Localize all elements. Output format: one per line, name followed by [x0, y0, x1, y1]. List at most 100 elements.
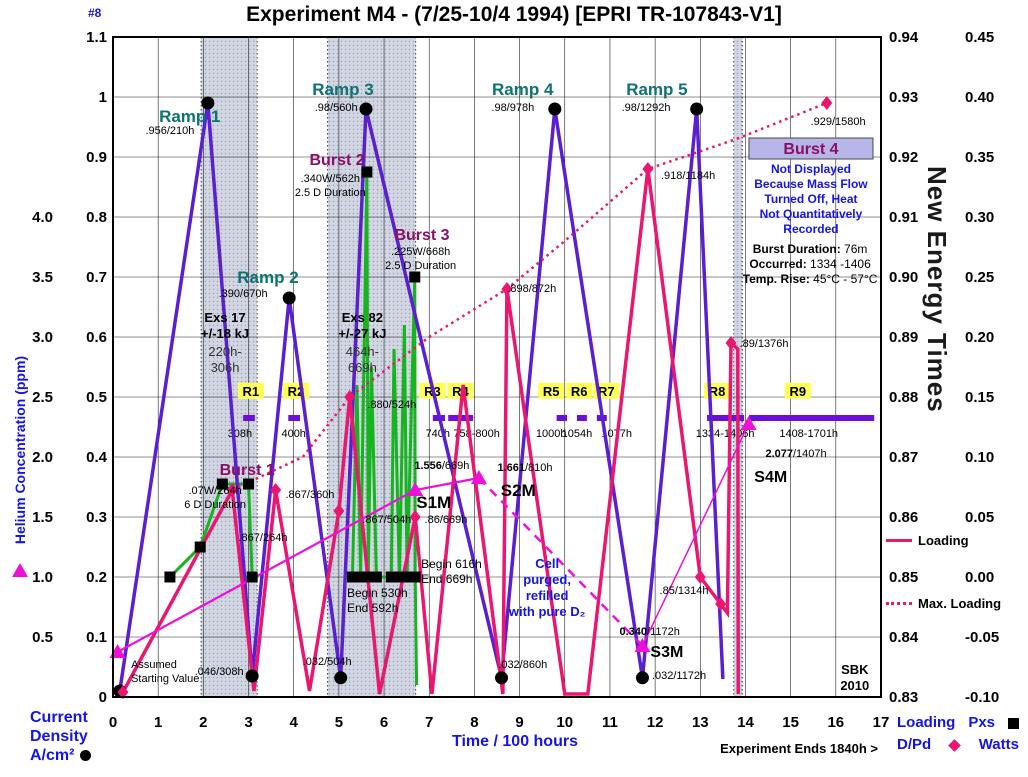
annotation: Exs 82 — [342, 310, 383, 325]
diamond-marker — [725, 336, 737, 350]
x-axis-title: Time / 100 hours — [452, 733, 578, 750]
helium-tick: 3.0 — [32, 329, 53, 346]
annotation: End 669h — [421, 572, 472, 586]
diamond-marker — [409, 510, 421, 524]
annotation: Exs 17 — [204, 310, 245, 325]
triangle-marker — [740, 416, 757, 430]
ramp-period-label: R8 — [709, 384, 726, 399]
dpd-tick: 0.92 — [889, 149, 918, 166]
ramp-period-bar — [576, 415, 587, 421]
square-marker — [362, 571, 374, 583]
watts-axis-label: Watts — [978, 736, 1019, 753]
pink-diamond-icon — [948, 738, 962, 752]
annotation: .032/1172h — [652, 670, 706, 682]
annotation: .98/978h — [491, 102, 534, 114]
x-tick: 6 — [380, 714, 388, 731]
triangle-marker — [407, 482, 424, 496]
circle-marker — [635, 671, 649, 685]
left-inner-tick: 1.1 — [86, 29, 107, 46]
ramp-period-time: 400h — [281, 428, 305, 440]
annotation: 306h — [211, 360, 240, 375]
x-tick: 5 — [335, 714, 343, 731]
annotation: +/-18 kJ — [201, 326, 249, 341]
helium-tick: 1.5 — [32, 509, 53, 526]
annotation: Burst 2 — [310, 152, 365, 169]
annotation: Starting Value — [131, 673, 199, 685]
left-inner-tick: 0.7 — [86, 269, 107, 286]
diamond-marker — [117, 685, 129, 700]
left-axis-title: Helium Concentration (ppm) — [12, 355, 28, 545]
annotation: 1.556/669h — [414, 460, 469, 472]
annotation: .340W/562h — [301, 173, 360, 185]
dpd-tick: 0.85 — [889, 569, 918, 586]
annotation: 464h- — [346, 344, 379, 359]
annotation: .85/1314h — [660, 585, 709, 597]
legend-max-loading: Max. Loading — [886, 596, 1001, 611]
plot-border — [112, 36, 882, 698]
annotation: Assumed — [131, 659, 177, 671]
watts-tick: 0.30 — [965, 209, 994, 226]
ramp-period-bar — [243, 415, 255, 421]
black-circle-icon — [80, 750, 92, 761]
circle-marker — [282, 291, 296, 305]
square-marker — [346, 571, 358, 583]
helium-tick: 2.5 — [32, 389, 53, 406]
circle-marker — [495, 671, 509, 685]
square-marker — [164, 571, 176, 583]
helium-tick: 2.0 — [32, 449, 53, 466]
annotation: Ramp 2 — [237, 268, 298, 287]
square-marker — [361, 166, 373, 178]
diamond-marker — [226, 483, 238, 497]
x-tick: 7 — [425, 714, 433, 731]
annotation: Occurred: 1334 -1406 — [749, 257, 871, 271]
triangle-marker — [470, 470, 487, 484]
annotation: 2.077/1407h — [765, 448, 826, 460]
annotation: +/-27 kJ — [338, 326, 386, 341]
helium-triangle-icon — [12, 563, 28, 577]
x-tick: 17 — [873, 714, 890, 731]
annotation: .225W/668h — [391, 246, 450, 258]
circle-marker — [334, 671, 348, 685]
annotation: .86/669h — [425, 514, 468, 526]
watts-tick: -0.05 — [965, 629, 999, 646]
square-marker — [243, 478, 255, 490]
diamond-marker — [270, 483, 282, 497]
x-tick: 11 — [602, 714, 618, 731]
annotation: Burst Duration: 76m — [753, 242, 868, 256]
ramp-label-highlight — [447, 382, 474, 399]
legend-max-loading-label: Max. Loading — [918, 596, 1002, 611]
annotation: .880/524h — [367, 399, 416, 411]
annotation: .07W/264h — [188, 485, 241, 497]
annotation: .867/504h — [362, 514, 411, 526]
ramp-period-label: R1 — [242, 384, 259, 399]
annotation: .956/210h — [145, 125, 194, 137]
dpd-tick: 0.93 — [889, 89, 918, 106]
x-tick: 9 — [515, 714, 523, 731]
square-marker — [385, 571, 397, 583]
x-tick: 10 — [556, 714, 573, 731]
dpd-tick: 0.86 — [889, 509, 918, 526]
dpd-tick: 0.87 — [889, 449, 918, 466]
annotation: .98/560h — [315, 102, 358, 114]
annotation: 669h — [348, 360, 377, 375]
series-helium-refill-line — [641, 423, 750, 647]
ramp-period-time: 1000h — [536, 428, 567, 440]
annotation: Ramp 1 — [159, 107, 220, 126]
current-density-label-3: A/cm² — [30, 747, 75, 764]
diamond-marker — [821, 96, 833, 110]
left-inner-tick: 0.1 — [86, 629, 107, 646]
annotation: .89/1376h — [740, 338, 789, 350]
annotation: .898/872h — [507, 283, 556, 295]
dpd-tick: 0.94 — [889, 29, 919, 46]
ramp-period-time: 1054h — [562, 428, 593, 440]
annotation: Not Quantitatively — [760, 207, 863, 221]
x-tick: 2 — [199, 714, 207, 731]
dpd-tick: 0.88 — [889, 389, 918, 406]
ramp-period-time: 1408-1701h — [779, 428, 838, 440]
ramp-label-highlight — [538, 382, 565, 399]
ramp-period-time: 740h — [426, 428, 450, 440]
annotation: .867/264h — [239, 532, 288, 544]
watts-tick: 0.45 — [965, 29, 994, 46]
annotation: 0.340/1172h — [620, 626, 680, 638]
ramp-label-highlight — [784, 382, 811, 399]
